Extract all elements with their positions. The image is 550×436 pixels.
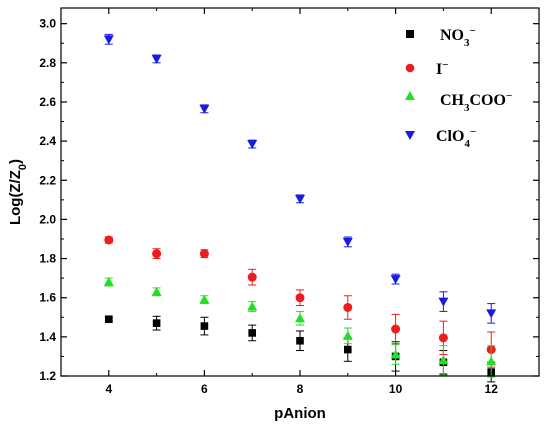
legend-marker-circle (405, 63, 415, 73)
data-point (390, 275, 401, 285)
data-point (296, 336, 304, 345)
tick-labels: 4 6 8 10 12 1.2 1.4 1.6 1.8 2.0 2.2 2.4 2.6 2.8 3.0 (39, 17, 498, 396)
data-point (343, 302, 353, 312)
data-point (247, 301, 258, 311)
series-2 (103, 277, 497, 378)
y-tick-label: 1.6 (39, 291, 56, 305)
data-point (103, 277, 114, 287)
data-point (486, 356, 497, 366)
data-point (151, 54, 162, 64)
x-tick-label: 8 (297, 382, 304, 396)
y-tick-label: 1.2 (39, 369, 56, 383)
data-point (152, 249, 162, 259)
data-point (103, 35, 114, 45)
y-axis-title-sub: 0 (17, 164, 29, 170)
data-point (199, 249, 209, 259)
legend-label-no3: NO3− (440, 25, 476, 49)
legend-item-acetate: CH3COO− (405, 90, 512, 114)
legend-marker-triangle-up (405, 91, 415, 100)
legend-item-no3: NO3− (406, 25, 476, 49)
data-point (247, 140, 258, 150)
plot-frame (60, 7, 540, 377)
y-tick-label: 2.8 (39, 56, 56, 70)
data-point (199, 294, 210, 304)
data-point (104, 235, 114, 245)
series-3 (103, 33, 497, 324)
data-point (247, 272, 257, 282)
data-point (391, 324, 401, 334)
data-point (199, 104, 210, 114)
data-point (438, 355, 449, 365)
data-point (438, 297, 449, 307)
x-tick-label: 6 (201, 382, 208, 396)
y-axis-title-main: Log(Z/Z (7, 170, 24, 225)
data-point (248, 329, 256, 337)
data-point (151, 286, 162, 296)
legend: NO3− I− CH3COO− ClO4− (405, 25, 512, 150)
data-point (438, 333, 448, 343)
y-tick-label: 2.0 (39, 212, 56, 226)
y-tick-label: 1.8 (39, 252, 56, 266)
legend-label-perchlorate: ClO4− (436, 126, 476, 150)
plot-data (103, 33, 497, 383)
y-tick-label: 2.2 (39, 173, 56, 187)
legend-label-iodide: I− (436, 59, 449, 78)
x-axis-title: pAnion (274, 405, 326, 422)
y-tick-label: 2.4 (39, 134, 56, 148)
x-tick-label: 4 (105, 382, 112, 396)
y-tick-label: 2.6 (39, 95, 56, 109)
data-point (295, 194, 305, 204)
legend-marker-square (406, 30, 414, 38)
legend-item-iodide: I− (405, 59, 449, 78)
data-point (295, 313, 305, 323)
data-point (200, 322, 209, 330)
y-tick-label: 3.0 (39, 17, 56, 31)
data-point (342, 330, 353, 340)
data-point (152, 319, 161, 327)
legend-marker-triangle-down (405, 131, 415, 140)
x-tick-label: 10 (389, 382, 403, 396)
data-point (390, 349, 401, 359)
data-point (105, 315, 113, 324)
y-tick-label: 1.4 (39, 330, 56, 344)
data-point (342, 237, 353, 247)
y-axis-title-close: ) (7, 159, 24, 164)
y-axis-title: Log(Z/Z0) (7, 159, 29, 225)
data-point (486, 309, 497, 319)
legend-item-perchlorate: ClO4− (405, 126, 476, 150)
legend-label-acetate: CH3COO− (440, 90, 512, 114)
data-point (295, 293, 305, 303)
data-point (344, 345, 352, 354)
x-tick-label: 12 (485, 382, 499, 396)
